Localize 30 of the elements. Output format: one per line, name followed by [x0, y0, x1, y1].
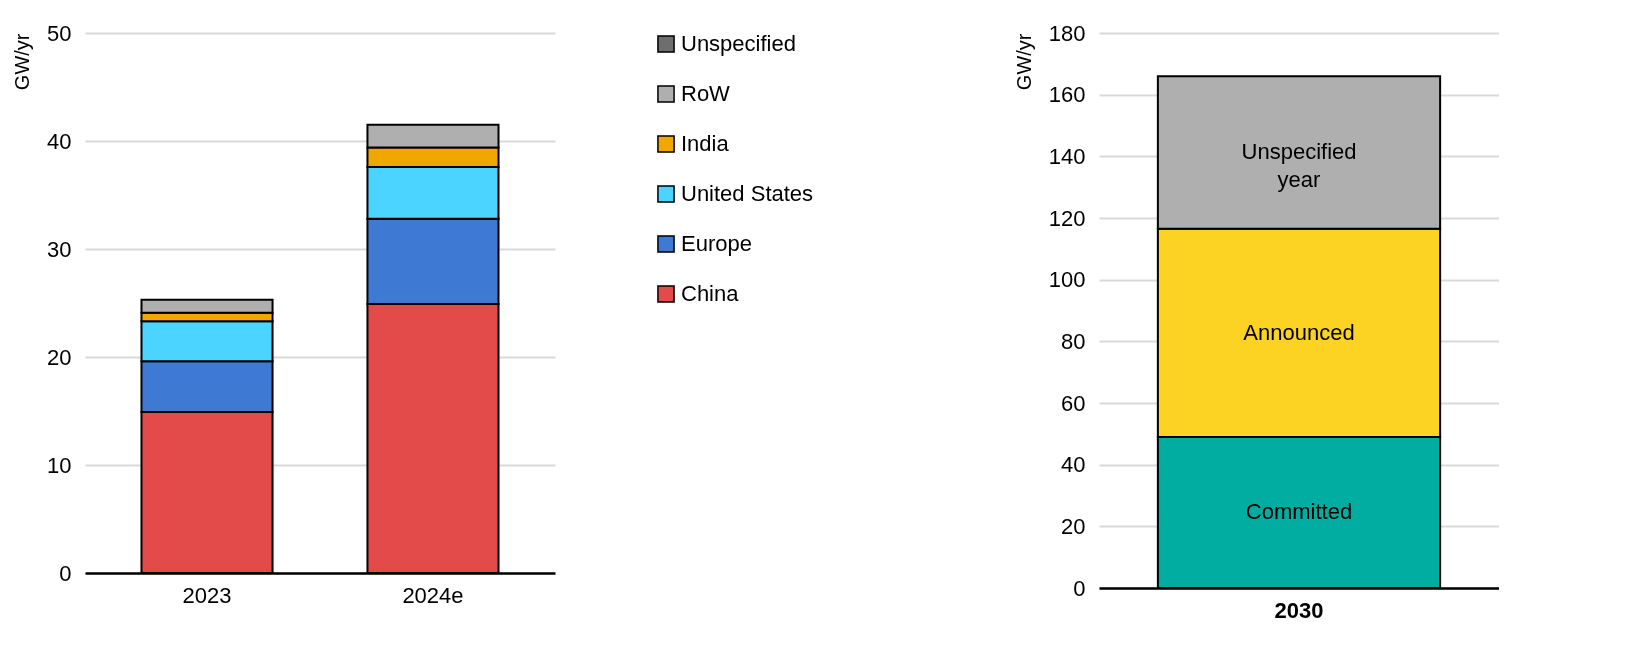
y-tick-label: 180 [1048, 20, 1086, 46]
x-tick-label: 2024e [402, 582, 464, 608]
y-tick-label: 0 [1073, 575, 1086, 601]
x-tick-label: 2030 [1274, 597, 1324, 623]
legend-label: Unspecified [681, 31, 796, 56]
legend-label: India [681, 131, 730, 156]
y-tick-label: 40 [47, 128, 72, 154]
y-tick-label: 50 [47, 20, 72, 46]
y-tick-label: 120 [1048, 205, 1086, 231]
y-tick-label: 140 [1048, 143, 1086, 169]
legend-label: China [681, 281, 740, 306]
legend-label: RoW [681, 81, 731, 106]
legend-label: United States [681, 181, 814, 206]
y-axis-title: GW/yr [11, 33, 34, 91]
y-tick-label: 100 [1048, 267, 1086, 293]
x-tick-label: 2023 [182, 582, 232, 608]
y-tick-label: 30 [47, 236, 72, 262]
y-tick-label: 20 [1061, 513, 1086, 539]
legend-label: Europe [681, 231, 752, 256]
y-tick-label: 160 [1048, 82, 1086, 108]
y-tick-label: 80 [1061, 328, 1086, 354]
y-tick-label: 60 [1061, 390, 1086, 416]
series-label: Unspecified year [1241, 139, 1357, 193]
series-label: Committed [1245, 499, 1353, 525]
y-tick-label: 10 [47, 452, 72, 478]
y-tick-label: 0 [59, 560, 72, 586]
y-tick-label: 20 [47, 344, 72, 370]
series-label: Announced [1243, 319, 1355, 345]
y-axis-title: GW/yr [1012, 33, 1035, 91]
y-tick-label: 40 [1061, 452, 1086, 478]
